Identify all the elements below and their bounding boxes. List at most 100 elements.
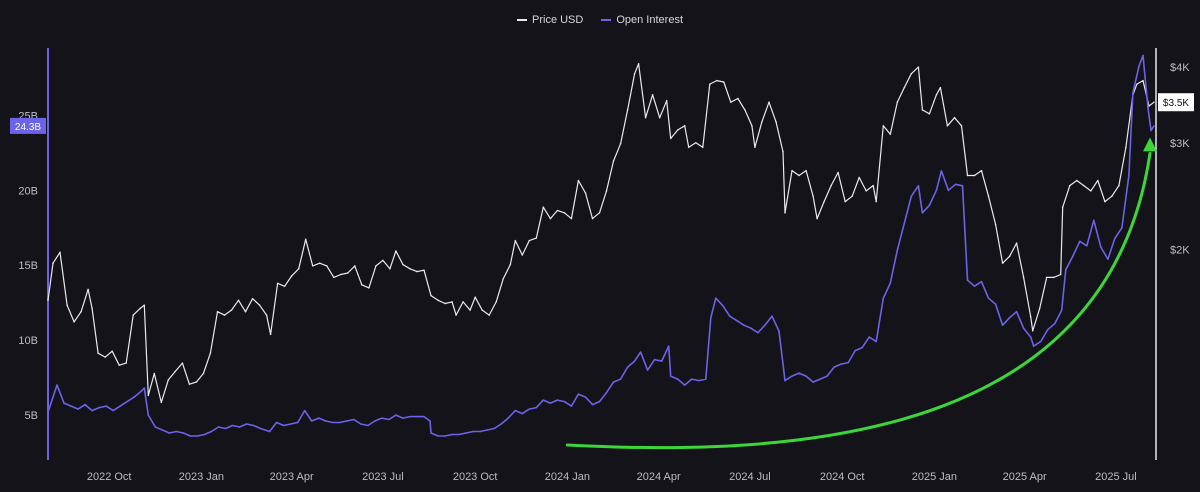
data-point-price xyxy=(651,93,654,96)
data-point-open-interest xyxy=(917,184,920,187)
price-current-badge xyxy=(1158,93,1194,112)
data-point-open-interest xyxy=(91,409,93,412)
data-point-open-interest xyxy=(750,327,752,330)
data-point-open-interest xyxy=(812,381,814,383)
data-point-open-interest xyxy=(289,423,292,425)
data-point-price xyxy=(325,265,328,267)
data-point-price xyxy=(858,176,861,179)
data-point-open-interest xyxy=(903,222,906,225)
data-point-open-interest xyxy=(626,366,629,368)
data-point-price xyxy=(223,314,226,316)
data-point-price xyxy=(946,124,949,127)
oi-current-badge xyxy=(10,117,46,134)
data-point-price xyxy=(265,314,268,316)
data-point-price xyxy=(125,362,128,364)
data-point-price xyxy=(469,309,471,311)
data-point-price xyxy=(994,223,997,226)
data-point-open-interest xyxy=(819,378,821,380)
data-point-price xyxy=(784,211,786,214)
data-point-price xyxy=(1061,206,1064,209)
data-point-open-interest xyxy=(1008,316,1011,319)
data-point-price xyxy=(66,304,68,307)
data-point-price xyxy=(97,352,99,355)
data-point-open-interest xyxy=(875,340,878,343)
data-point-open-interest xyxy=(709,316,712,319)
data-point-open-interest xyxy=(395,414,397,416)
data-point-open-interest xyxy=(282,424,285,427)
data-point-price xyxy=(542,206,545,209)
data-point-open-interest xyxy=(784,379,786,382)
data-point-price xyxy=(304,238,307,241)
data-point-open-interest xyxy=(472,430,475,433)
legend-item-price[interactable]: Price USD xyxy=(517,14,583,26)
data-point-open-interest xyxy=(175,430,178,433)
data-point-open-interest xyxy=(728,315,731,318)
data-point-price xyxy=(47,299,49,302)
data-point-price xyxy=(987,195,990,198)
data-point-open-interest xyxy=(940,170,943,172)
legend-swatch-open-interest xyxy=(601,19,612,21)
data-point-price xyxy=(481,309,484,311)
data-point-price xyxy=(966,174,969,177)
data-point-open-interest xyxy=(1100,246,1102,249)
data-point-open-interest xyxy=(1153,125,1155,127)
legend-item-open-interest[interactable]: Open Interest xyxy=(601,14,683,26)
data-point-price xyxy=(910,72,913,75)
data-point-open-interest xyxy=(669,375,672,377)
data-point-open-interest xyxy=(1029,336,1032,338)
data-point-open-interest xyxy=(591,403,594,406)
data-point-open-interest xyxy=(847,361,850,364)
data-point-price xyxy=(311,265,314,267)
data-point-price xyxy=(816,217,818,220)
data-point-open-interest xyxy=(736,319,738,322)
data-point-price xyxy=(563,211,566,214)
data-point-price xyxy=(791,169,793,172)
data-point-open-interest xyxy=(653,358,656,361)
data-point-open-interest xyxy=(584,396,587,398)
data-point-open-interest xyxy=(296,421,299,424)
data-point-price xyxy=(775,120,777,123)
data-point-open-interest xyxy=(245,423,248,425)
data-point-open-interest xyxy=(105,405,108,407)
data-point-open-interest xyxy=(826,375,828,377)
data-point-open-interest xyxy=(676,378,679,380)
data-point-price xyxy=(556,209,559,212)
series-layer xyxy=(47,54,1155,437)
data-point-open-interest xyxy=(210,430,213,433)
data-point-open-interest xyxy=(1132,92,1134,94)
data-point-price xyxy=(669,137,672,140)
y-left-tick-label: 20B xyxy=(18,185,38,197)
data-point-open-interest xyxy=(77,408,79,410)
data-point-open-interest xyxy=(203,433,206,436)
data-point-price xyxy=(209,352,212,355)
data-point-open-interest xyxy=(577,393,580,395)
data-point-open-interest xyxy=(697,379,700,382)
data-point-open-interest xyxy=(324,420,327,422)
data-point-open-interest xyxy=(966,279,969,282)
data-point-open-interest xyxy=(1032,345,1035,347)
price-current-badge-text: $3.5K xyxy=(1163,98,1189,109)
data-point-open-interest xyxy=(1022,327,1025,330)
data-point-open-interest xyxy=(231,424,234,427)
data-point-open-interest xyxy=(798,372,800,374)
data-point-open-interest xyxy=(549,402,552,404)
legend-label-open-interest: Open Interest xyxy=(616,14,683,26)
data-point-price xyxy=(216,310,219,313)
data-point-open-interest xyxy=(961,184,964,187)
data-point-price xyxy=(644,116,647,119)
data-point-open-interest xyxy=(133,396,136,398)
data-point-price xyxy=(701,146,704,149)
data-point-price xyxy=(437,299,439,302)
data-point-open-interest xyxy=(238,426,241,428)
data-point-price xyxy=(939,86,942,89)
data-point-open-interest xyxy=(994,303,997,306)
data-point-price xyxy=(953,116,956,119)
data-point-price xyxy=(80,310,82,313)
data-point-open-interest xyxy=(1085,244,1088,247)
data-point-price xyxy=(823,200,825,203)
data-point-open-interest xyxy=(778,330,780,333)
badge-layer: 24.3B $3.5K xyxy=(10,93,1194,134)
data-point-price xyxy=(619,142,622,145)
data-point-price xyxy=(167,379,170,381)
